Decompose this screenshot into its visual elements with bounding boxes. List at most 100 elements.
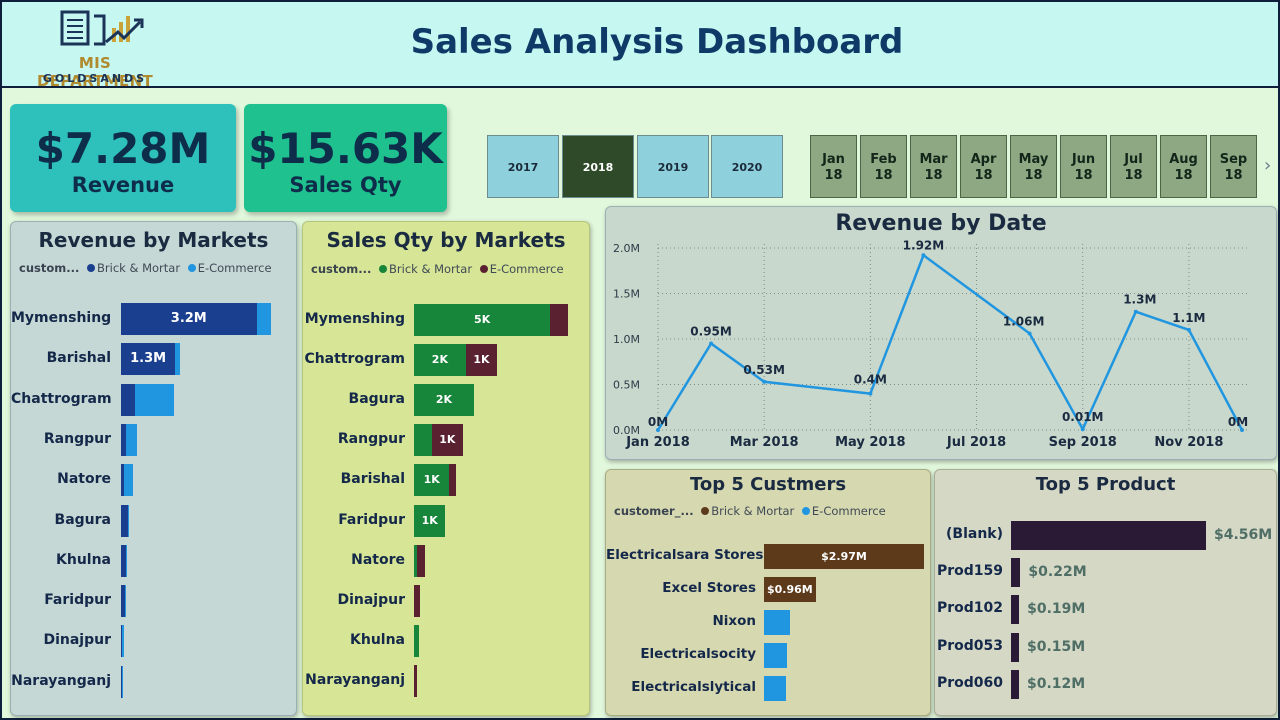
- brick-mortar-bar[interactable]: [414, 504, 446, 537]
- market-label: Chattrogram: [11, 390, 112, 407]
- ecommerce-bar[interactable]: [449, 464, 456, 497]
- revenue-by-date-panel: Revenue by Date 0.0M 0.5M 1.0M 1.5M 2.0M Jan …: [605, 206, 1277, 460]
- revenue-kpi-label: Revenue: [71, 173, 175, 197]
- product-bar[interactable]: [1011, 558, 1021, 588]
- market-label: Mymenshing: [11, 310, 112, 326]
- legend-field: customer_...: [614, 504, 694, 518]
- data-label: 1.1M: [1172, 311, 1205, 325]
- brick-mortar-bar[interactable]: [121, 383, 135, 416]
- legend-brick-mortar: Brick & Mortar: [97, 261, 181, 275]
- market-label: Barishal: [340, 471, 405, 488]
- year-button-2020[interactable]: 2020: [711, 135, 783, 198]
- data-label: 1.92M: [903, 238, 945, 252]
- data-point: [762, 379, 767, 384]
- month-button-mar[interactable]: Mar 18: [910, 135, 957, 198]
- month-button-aug[interactable]: Aug 18: [1160, 135, 1207, 198]
- sales-qty-kpi-label: Sales Qty: [289, 173, 402, 197]
- brick-mortar-bar[interactable]: [414, 544, 418, 577]
- month-button-feb[interactable]: Feb 18: [860, 135, 907, 198]
- product-bar[interactable]: [1011, 521, 1206, 550]
- ecommerce-bar[interactable]: [414, 664, 418, 697]
- bar-value-label: 5K: [474, 313, 491, 326]
- department-logo: MIS DEPARTMENT GOLDSANDS: [20, 8, 170, 90]
- ecommerce-bar[interactable]: [465, 344, 498, 377]
- month-year: 18: [974, 168, 993, 183]
- brick-mortar-bar[interactable]: [121, 544, 126, 577]
- data-point: [868, 391, 873, 396]
- year-button-2019[interactable]: 2019: [637, 135, 709, 198]
- market-label: Natore: [57, 471, 111, 488]
- year-button-2018[interactable]: 2018: [562, 135, 634, 198]
- chevron-right-icon[interactable]: ›: [1264, 155, 1272, 176]
- market-label: Mymenshing: [304, 311, 405, 327]
- brick-mortar-bar[interactable]: [414, 384, 474, 417]
- revenue-line: [656, 253, 1244, 432]
- ecommerce-bar[interactable]: [123, 464, 133, 497]
- month-name: Apr: [970, 152, 997, 167]
- brick-mortar-bar[interactable]: [121, 343, 176, 376]
- brick-mortar-bar[interactable]: [414, 344, 466, 377]
- data-point: [656, 428, 660, 432]
- legend-brick-mortar: Brick & Mortar: [711, 504, 795, 518]
- ecommerce-bar[interactable]: [417, 544, 426, 577]
- brick-mortar-bar[interactable]: [121, 625, 122, 658]
- logo-chart-icon: [60, 10, 144, 46]
- product-bar[interactable]: [1011, 669, 1019, 699]
- ecommerce-bar[interactable]: [764, 643, 788, 668]
- ecommerce-bar[interactable]: [125, 423, 138, 456]
- month-button-sep[interactable]: Sep 18: [1210, 135, 1257, 198]
- month-button-jul[interactable]: Jul 18: [1110, 135, 1157, 198]
- month-button-jan[interactable]: Jan 18: [810, 135, 857, 198]
- ecommerce-bar[interactable]: [256, 303, 271, 335]
- month-button-may[interactable]: May 18: [1010, 135, 1057, 198]
- market-label: Chattrogram: [304, 351, 405, 368]
- product-bar[interactable]: [1011, 595, 1020, 625]
- ecommerce-bar[interactable]: [550, 304, 568, 336]
- brick-mortar-bar[interactable]: [414, 464, 450, 497]
- product-value-label: $0.12M: [1027, 675, 1086, 692]
- bar-value-label: 2K: [431, 353, 448, 367]
- ecommerce-dot-icon: [801, 507, 810, 515]
- product-value-label: $0.19M: [1027, 601, 1086, 618]
- brick-mortar-bar[interactable]: [121, 464, 124, 497]
- data-point: [921, 253, 926, 258]
- ecommerce-dot-icon: [479, 265, 488, 273]
- month-button-apr[interactable]: Apr 18: [960, 135, 1007, 198]
- ecommerce-bar[interactable]: [764, 676, 786, 701]
- market-label: Narayanganj: [305, 671, 405, 688]
- brick-mortar-bar[interactable]: [414, 424, 432, 457]
- brick-mortar-bar[interactable]: [121, 665, 122, 698]
- x-tick-label: Jul 2018: [946, 435, 1006, 450]
- market-label: Rangpur: [337, 431, 405, 448]
- brick-mortar-bar[interactable]: [764, 577, 816, 602]
- ecommerce-bar[interactable]: [175, 343, 180, 376]
- month-year: 18: [1024, 168, 1043, 183]
- legend-field: custom...: [19, 261, 80, 275]
- y-tick-label: 1.5M: [613, 288, 640, 301]
- market-label: Rangpur: [43, 430, 111, 447]
- logo-title: MIS DEPARTMENT: [37, 54, 153, 90]
- month-year: 18: [1074, 168, 1093, 183]
- ecommerce-bar[interactable]: [128, 504, 130, 537]
- brick-mortar-bar[interactable]: [764, 544, 924, 569]
- ecommerce-bar[interactable]: [134, 383, 175, 416]
- x-tick-label: Jan 2018: [625, 435, 690, 450]
- month-button-jun[interactable]: Jun 18: [1060, 135, 1107, 198]
- brick-mortar-bar[interactable]: [121, 585, 125, 618]
- brick-mortar-bar[interactable]: [121, 504, 129, 537]
- brick-mortar-bar[interactable]: [121, 423, 126, 456]
- data-label: 1.3M: [1123, 293, 1156, 307]
- brick-mortar-bar[interactable]: [121, 303, 257, 335]
- brick-mortar-bar[interactable]: [414, 624, 420, 657]
- ecommerce-bar[interactable]: [414, 584, 421, 617]
- revenue-by-date-chart: 0.0M 0.5M 1.0M 1.5M 2.0M Jan 2018 Mar 2018 May …: [613, 238, 1248, 450]
- header-bar: MIS DEPARTMENT GOLDSANDS Sales Analysis …: [2, 2, 1278, 90]
- ecommerce-bar[interactable]: [431, 424, 464, 457]
- ecommerce-bar[interactable]: [764, 610, 790, 635]
- bar-value-label: 3.2M: [170, 311, 207, 326]
- product-bar[interactable]: [1011, 632, 1019, 662]
- ecommerce-bar[interactable]: [121, 625, 124, 658]
- year-button-2017[interactable]: 2017: [487, 135, 559, 198]
- brick-mortar-bar[interactable]: [414, 304, 551, 336]
- bar-value-label: 1K: [439, 433, 456, 447]
